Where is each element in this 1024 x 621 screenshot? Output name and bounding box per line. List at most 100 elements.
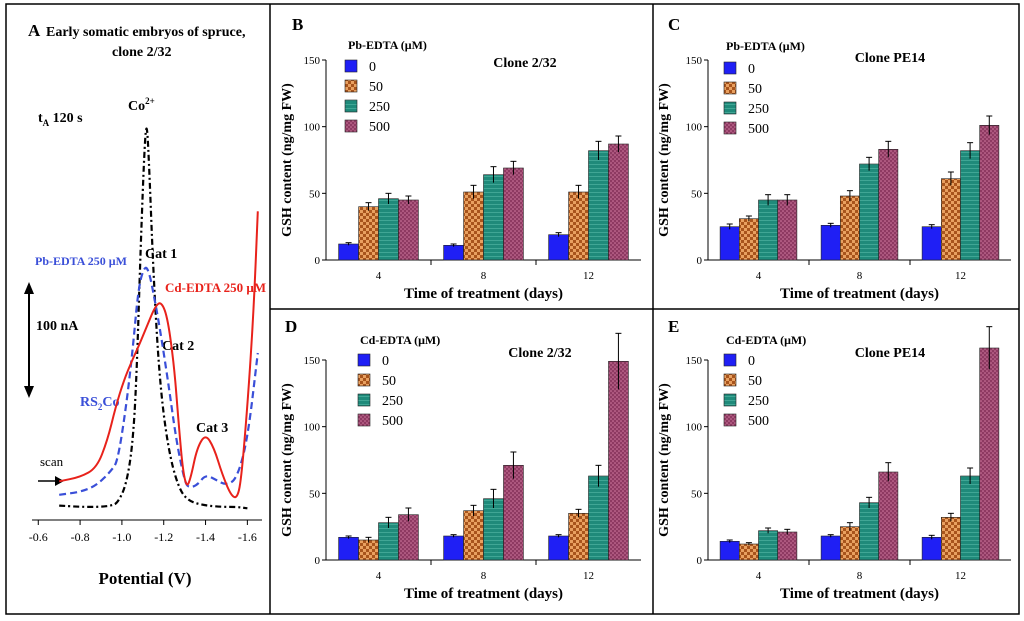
x-tick-label: 12	[955, 570, 966, 582]
legend-swatch-50	[344, 79, 358, 93]
x-tick-label: 12	[955, 270, 966, 282]
panel-a-tick-label: -0.6	[29, 530, 48, 544]
bar-d-day4-conc50	[358, 539, 379, 561]
y-tick-label: 100	[686, 122, 703, 134]
panel-d-title: Clone 2/32	[508, 346, 571, 361]
panel-a-title-line2: clone 2/32	[112, 45, 172, 60]
y-tick-label: 150	[304, 355, 321, 367]
bar-b-day12-conc250	[588, 150, 609, 261]
bar-b-day12-conc0	[548, 234, 569, 261]
legend-swatch-50	[723, 373, 737, 387]
cd-edta-label: Cd-EDTA 250 μM	[165, 280, 266, 295]
legend-swatch-250	[344, 99, 358, 113]
panel-e-x-axis-title: Time of treatment (days)	[780, 586, 939, 602]
scan-label: scan	[40, 454, 64, 469]
legend-label-500: 500	[748, 122, 769, 137]
panel-b-bar-chart: B Clone 2/32 0 50 100 150 GSH content (ng/mg F…	[280, 15, 641, 302]
panel-a-curves	[59, 127, 259, 510]
legend-swatch-250	[723, 101, 737, 115]
bar-e-day12-conc250	[960, 475, 981, 561]
bar-c-day12-conc250	[960, 150, 981, 261]
panel-b-legend-title: Pb-EDTA (μM)	[348, 38, 427, 52]
panel-e-title: Clone PE14	[855, 346, 925, 361]
bar-b-day4-conc50	[358, 206, 379, 261]
cat1-label: Cat 1	[145, 247, 177, 262]
bar-d-day8-conc50	[463, 510, 484, 561]
x-tick-label: 8	[481, 570, 487, 582]
legend-label-500: 500	[369, 120, 390, 135]
bar-c-day8-conc0	[820, 225, 841, 261]
y-tick-label: 100	[304, 122, 321, 134]
legend-swatch-0	[357, 353, 371, 367]
bar-d-day8-conc0	[443, 535, 464, 561]
bar-c-day8-conc50	[839, 195, 860, 261]
panel-a-title-line1: Early somatic embryos of spruce,	[46, 25, 245, 40]
panel-b-title: Clone 2/32	[493, 56, 556, 71]
bar-e-day12-conc50	[940, 516, 961, 561]
legend-swatch-500	[357, 413, 371, 427]
legend-label-50: 50	[369, 80, 383, 95]
y-tick-label: 150	[686, 355, 703, 367]
panel-b-x-axis-title: Time of treatment (days)	[404, 286, 563, 302]
x-tick-label: 8	[481, 270, 487, 282]
scale-bar	[24, 282, 34, 398]
bar-c-day12-conc0	[921, 226, 942, 261]
bar-e-day8-conc250	[859, 502, 880, 561]
legend-label-50: 50	[748, 82, 762, 97]
panel-c-title: Clone PE14	[855, 51, 925, 66]
legend-label-500: 500	[382, 414, 403, 429]
bar-e-day8-conc50	[839, 526, 860, 561]
bar-d-day12-conc500	[608, 360, 629, 561]
y-tick-label: 100	[686, 422, 703, 434]
bar-c-day4-conc500	[777, 199, 798, 261]
panel-b-y-axis-title: GSH content (ng/mg FW)	[280, 83, 295, 237]
panel-e-y-axis-title: GSH content (ng/mg FW)	[657, 383, 672, 537]
x-tick-label: 4	[376, 570, 382, 582]
legend-swatch-500	[344, 119, 358, 133]
bar-e-day12-conc0	[921, 536, 942, 561]
legend-label-250: 250	[369, 100, 390, 115]
legend-swatch-250	[357, 393, 371, 407]
y-tick-label: 50	[309, 488, 321, 500]
bar-b-day4-conc250	[378, 198, 399, 261]
x-tick-label: 12	[583, 270, 594, 282]
panel-a-tick-label: -1.4	[196, 530, 215, 544]
panel-a-tick-label: -1.0	[112, 530, 131, 544]
bar-b-day8-conc500	[503, 167, 524, 261]
x-tick-label: 4	[756, 570, 762, 582]
panel-a-voltammogram: A Early somatic embryos of spruce, clone…	[24, 21, 266, 588]
x-tick-label: 8	[857, 270, 863, 282]
panel-d-bar-chart: D Clone 2/32 0 50 100 150 GSH content (ng/mg F…	[280, 317, 641, 602]
y-tick-label: 0	[315, 255, 321, 267]
co-peak-label: Co2+	[128, 96, 155, 114]
bar-d-day8-conc500	[503, 464, 524, 561]
x-tick-label: 12	[583, 570, 594, 582]
bar-c-day4-conc250	[758, 199, 779, 261]
panel-c-legend-title: Pb-EDTA (μM)	[726, 39, 805, 53]
bar-b-day8-conc0	[443, 245, 464, 261]
legend-label-0: 0	[748, 62, 755, 77]
legend-label-50: 50	[382, 374, 396, 389]
legend-label-250: 250	[382, 394, 403, 409]
y-tick-label: 50	[691, 188, 703, 200]
legend-swatch-250	[723, 393, 737, 407]
bar-d-day12-conc250	[588, 475, 609, 561]
legend-label-250: 250	[748, 102, 769, 117]
x-tick-label: 8	[857, 570, 863, 582]
bar-e-day4-conc250	[758, 530, 779, 561]
panel-c-bar-chart: C Clone PE14 0 50 100 150 GSH content (ng/mg F…	[657, 15, 1011, 302]
bar-e-day8-conc0	[820, 535, 841, 561]
y-tick-label: 50	[691, 488, 703, 500]
legend-swatch-0	[723, 61, 737, 75]
legend-swatch-50	[723, 81, 737, 95]
y-tick-label: 0	[697, 555, 703, 567]
legend-swatch-500	[723, 121, 737, 135]
panel-a-tick-label: -1.2	[154, 530, 173, 544]
panel-a-x-axis: -0.6 -0.8 -1.0 -1.2 -1.4 -1.6	[29, 519, 262, 544]
bar-d-day4-conc0	[338, 536, 359, 561]
y-tick-label: 50	[309, 188, 321, 200]
bar-c-day12-conc500	[979, 125, 1000, 261]
panel-a-tick-label: -0.8	[71, 530, 90, 544]
panel-letter-b: B	[292, 15, 303, 34]
